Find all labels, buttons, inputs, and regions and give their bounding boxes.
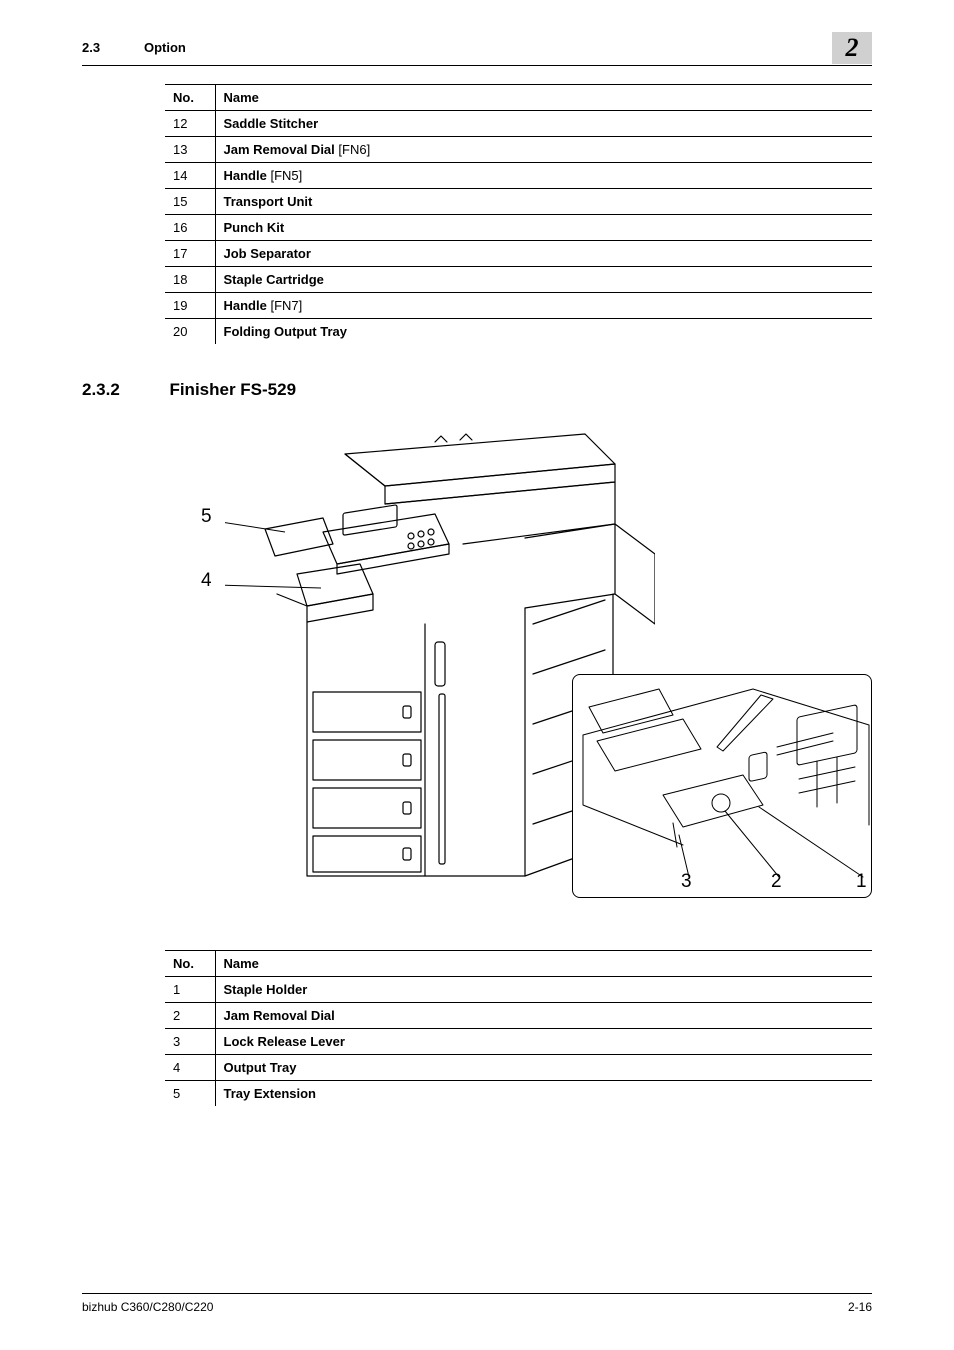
cell-name: Saddle Stitcher bbox=[215, 111, 872, 137]
table-row: 18Staple Cartridge bbox=[165, 267, 872, 293]
cell-no: 2 bbox=[165, 1003, 215, 1029]
cell-name: Tray Extension bbox=[215, 1081, 872, 1107]
col-header-name: Name bbox=[215, 85, 872, 111]
cell-no: 19 bbox=[165, 293, 215, 319]
inset-line-art bbox=[573, 675, 873, 899]
table-header-row: No. Name bbox=[165, 951, 872, 977]
section-number: 2.3.2 bbox=[82, 380, 165, 400]
cell-name: Handle [FN5] bbox=[215, 163, 872, 189]
table-row: 15Transport Unit bbox=[165, 189, 872, 215]
table-row: 13Jam Removal Dial [FN6] bbox=[165, 137, 872, 163]
table-row: 16Punch Kit bbox=[165, 215, 872, 241]
header-section-number: 2.3 bbox=[82, 40, 100, 55]
callout-number: 1 bbox=[856, 871, 867, 893]
cell-no: 18 bbox=[165, 267, 215, 293]
table-row: 2Jam Removal Dial bbox=[165, 1003, 872, 1029]
cell-name: Jam Removal Dial [FN6] bbox=[215, 137, 872, 163]
callout-number: 3 bbox=[681, 871, 692, 893]
cell-no: 1 bbox=[165, 977, 215, 1003]
cell-name: Job Separator bbox=[215, 241, 872, 267]
cell-name: Folding Output Tray bbox=[215, 319, 872, 345]
cell-no: 16 bbox=[165, 215, 215, 241]
cell-no: 13 bbox=[165, 137, 215, 163]
cell-name: Punch Kit bbox=[215, 215, 872, 241]
cell-no: 14 bbox=[165, 163, 215, 189]
page-content: No. Name 12Saddle Stitcher13Jam Removal … bbox=[82, 84, 872, 1106]
table-row: 17Job Separator bbox=[165, 241, 872, 267]
cell-name: Handle [FN7] bbox=[215, 293, 872, 319]
cell-name: Lock Release Lever bbox=[215, 1029, 872, 1055]
page-footer: bizhub C360/C280/C220 2-16 bbox=[82, 1293, 872, 1314]
cell-no: 3 bbox=[165, 1029, 215, 1055]
cell-no: 5 bbox=[165, 1081, 215, 1107]
cell-no: 15 bbox=[165, 189, 215, 215]
inset-detail: 3 2 1 bbox=[572, 674, 872, 898]
cell-name: Transport Unit bbox=[215, 189, 872, 215]
cell-name: Staple Cartridge bbox=[215, 267, 872, 293]
col-header-name: Name bbox=[215, 951, 872, 977]
section-title: Finisher FS-529 bbox=[169, 380, 296, 400]
table-row: 12Saddle Stitcher bbox=[165, 111, 872, 137]
col-header-no: No. bbox=[165, 85, 215, 111]
chapter-badge: 2 bbox=[832, 32, 872, 64]
table-row: 19Handle [FN7] bbox=[165, 293, 872, 319]
cell-no: 4 bbox=[165, 1055, 215, 1081]
parts-table-1: No. Name 12Saddle Stitcher13Jam Removal … bbox=[165, 84, 872, 344]
cell-no: 17 bbox=[165, 241, 215, 267]
cell-name: Jam Removal Dial bbox=[215, 1003, 872, 1029]
table-row: 14Handle [FN5] bbox=[165, 163, 872, 189]
page-header: 2.3 Option 2 bbox=[82, 38, 872, 66]
callout-number: 5 bbox=[201, 506, 212, 528]
header-section-title: Option bbox=[144, 40, 186, 55]
cell-no: 12 bbox=[165, 111, 215, 137]
table-row: 3Lock Release Lever bbox=[165, 1029, 872, 1055]
table-row: 1Staple Holder bbox=[165, 977, 872, 1003]
table-row: 5Tray Extension bbox=[165, 1081, 872, 1107]
table-row: 20Folding Output Tray bbox=[165, 319, 872, 345]
footer-product: bizhub C360/C280/C220 bbox=[82, 1300, 213, 1314]
section-heading: 2.3.2 Finisher FS-529 bbox=[82, 380, 872, 400]
cell-name: Staple Holder bbox=[215, 977, 872, 1003]
callout-number: 2 bbox=[771, 871, 782, 893]
col-header-no: No. bbox=[165, 951, 215, 977]
table-header-row: No. Name bbox=[165, 85, 872, 111]
cell-no: 20 bbox=[165, 319, 215, 345]
parts-table-2: No. Name 1Staple Holder2Jam Removal Dial… bbox=[165, 950, 872, 1106]
cell-name: Output Tray bbox=[215, 1055, 872, 1081]
table-row: 4Output Tray bbox=[165, 1055, 872, 1081]
finisher-diagram: 3 2 1 5 4 bbox=[165, 424, 872, 904]
footer-page-number: 2-16 bbox=[848, 1300, 872, 1314]
callout-number: 4 bbox=[201, 570, 212, 592]
